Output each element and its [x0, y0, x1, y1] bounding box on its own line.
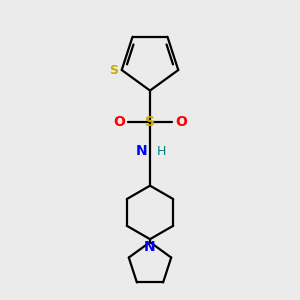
Text: N: N	[144, 240, 156, 254]
Text: H: H	[157, 145, 166, 158]
Text: O: O	[175, 115, 187, 129]
Text: O: O	[113, 115, 125, 129]
Text: N: N	[136, 145, 148, 158]
Text: S: S	[109, 64, 118, 76]
Text: S: S	[145, 115, 155, 129]
